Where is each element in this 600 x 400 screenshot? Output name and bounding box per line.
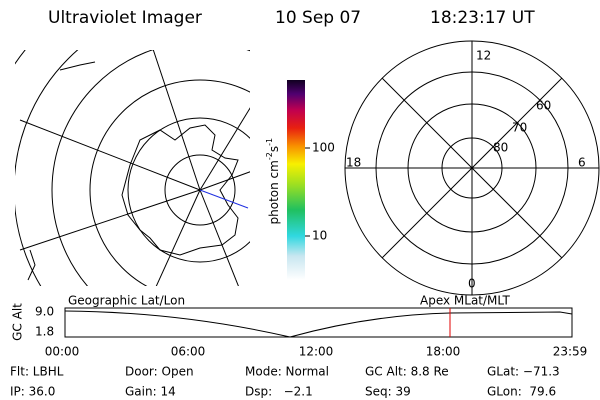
status-field: GC Alt: 8.8 Re [365, 365, 449, 379]
timeline-frame [64, 307, 573, 338]
geo-map [15, 50, 250, 286]
mlt-label: 12 [476, 49, 491, 63]
timeline-y-label: GC Alt [11, 303, 25, 341]
colorbar [287, 80, 305, 280]
altitude-curve [64, 310, 573, 338]
polar-grid [344, 40, 600, 296]
date: 10 Sep 07 [275, 8, 361, 28]
footer: Flt: LBHL Door: Open Mode: Normal GC Alt: 8… [10, 365, 560, 399]
time: 18:23:17 UT [430, 8, 535, 28]
status-field: GLon: 79.6 [487, 385, 556, 399]
label-part: photon cm [267, 160, 281, 224]
status-field: GLat: −71.3 [487, 365, 560, 379]
status-field: Dsp: −2.1 [245, 385, 313, 399]
timeline-x-tick: 06:00 [171, 345, 206, 359]
colorbar-label: photon cm-2s-1 [262, 126, 281, 243]
timeline-title: Apex MLat/MLT [420, 294, 510, 308]
mlt-label: 6 [578, 156, 586, 170]
status-field: Door: Open [125, 365, 194, 379]
status-field: IP: 36.0 [10, 385, 55, 399]
title: Ultraviolet Imager [48, 8, 202, 28]
colorbar-tick-label: 100 [312, 141, 335, 155]
timeline-y-tick: 9.0 [35, 305, 54, 319]
colorbar-tick-label: 10 [312, 229, 327, 243]
label-sup: -2 [265, 152, 274, 160]
lat-label: 80 [493, 141, 508, 155]
status-field: Flt: LBHL [10, 365, 64, 379]
timeline-x-tick: 23:59 [553, 345, 588, 359]
status-field: Mode: Normal [245, 365, 329, 379]
lat-label: 70 [512, 121, 527, 135]
mlt-label: 0 [468, 277, 476, 291]
status-field: Gain: 14 [125, 385, 176, 399]
mlt-label: 18 [346, 156, 361, 170]
timeline-title: Geographic Lat/Lon [68, 294, 185, 308]
timeline-x-tick: 00:00 [45, 345, 80, 359]
lat-label: 60 [536, 99, 551, 113]
timeline-y-tick: 1.8 [35, 325, 54, 339]
label-sup: -1 [265, 138, 274, 146]
status-field: Seq: 39 [365, 385, 411, 399]
timeline-x-tick: 18:00 [426, 345, 461, 359]
label-part: s [267, 146, 281, 152]
timeline-x-tick: 12:00 [299, 345, 334, 359]
